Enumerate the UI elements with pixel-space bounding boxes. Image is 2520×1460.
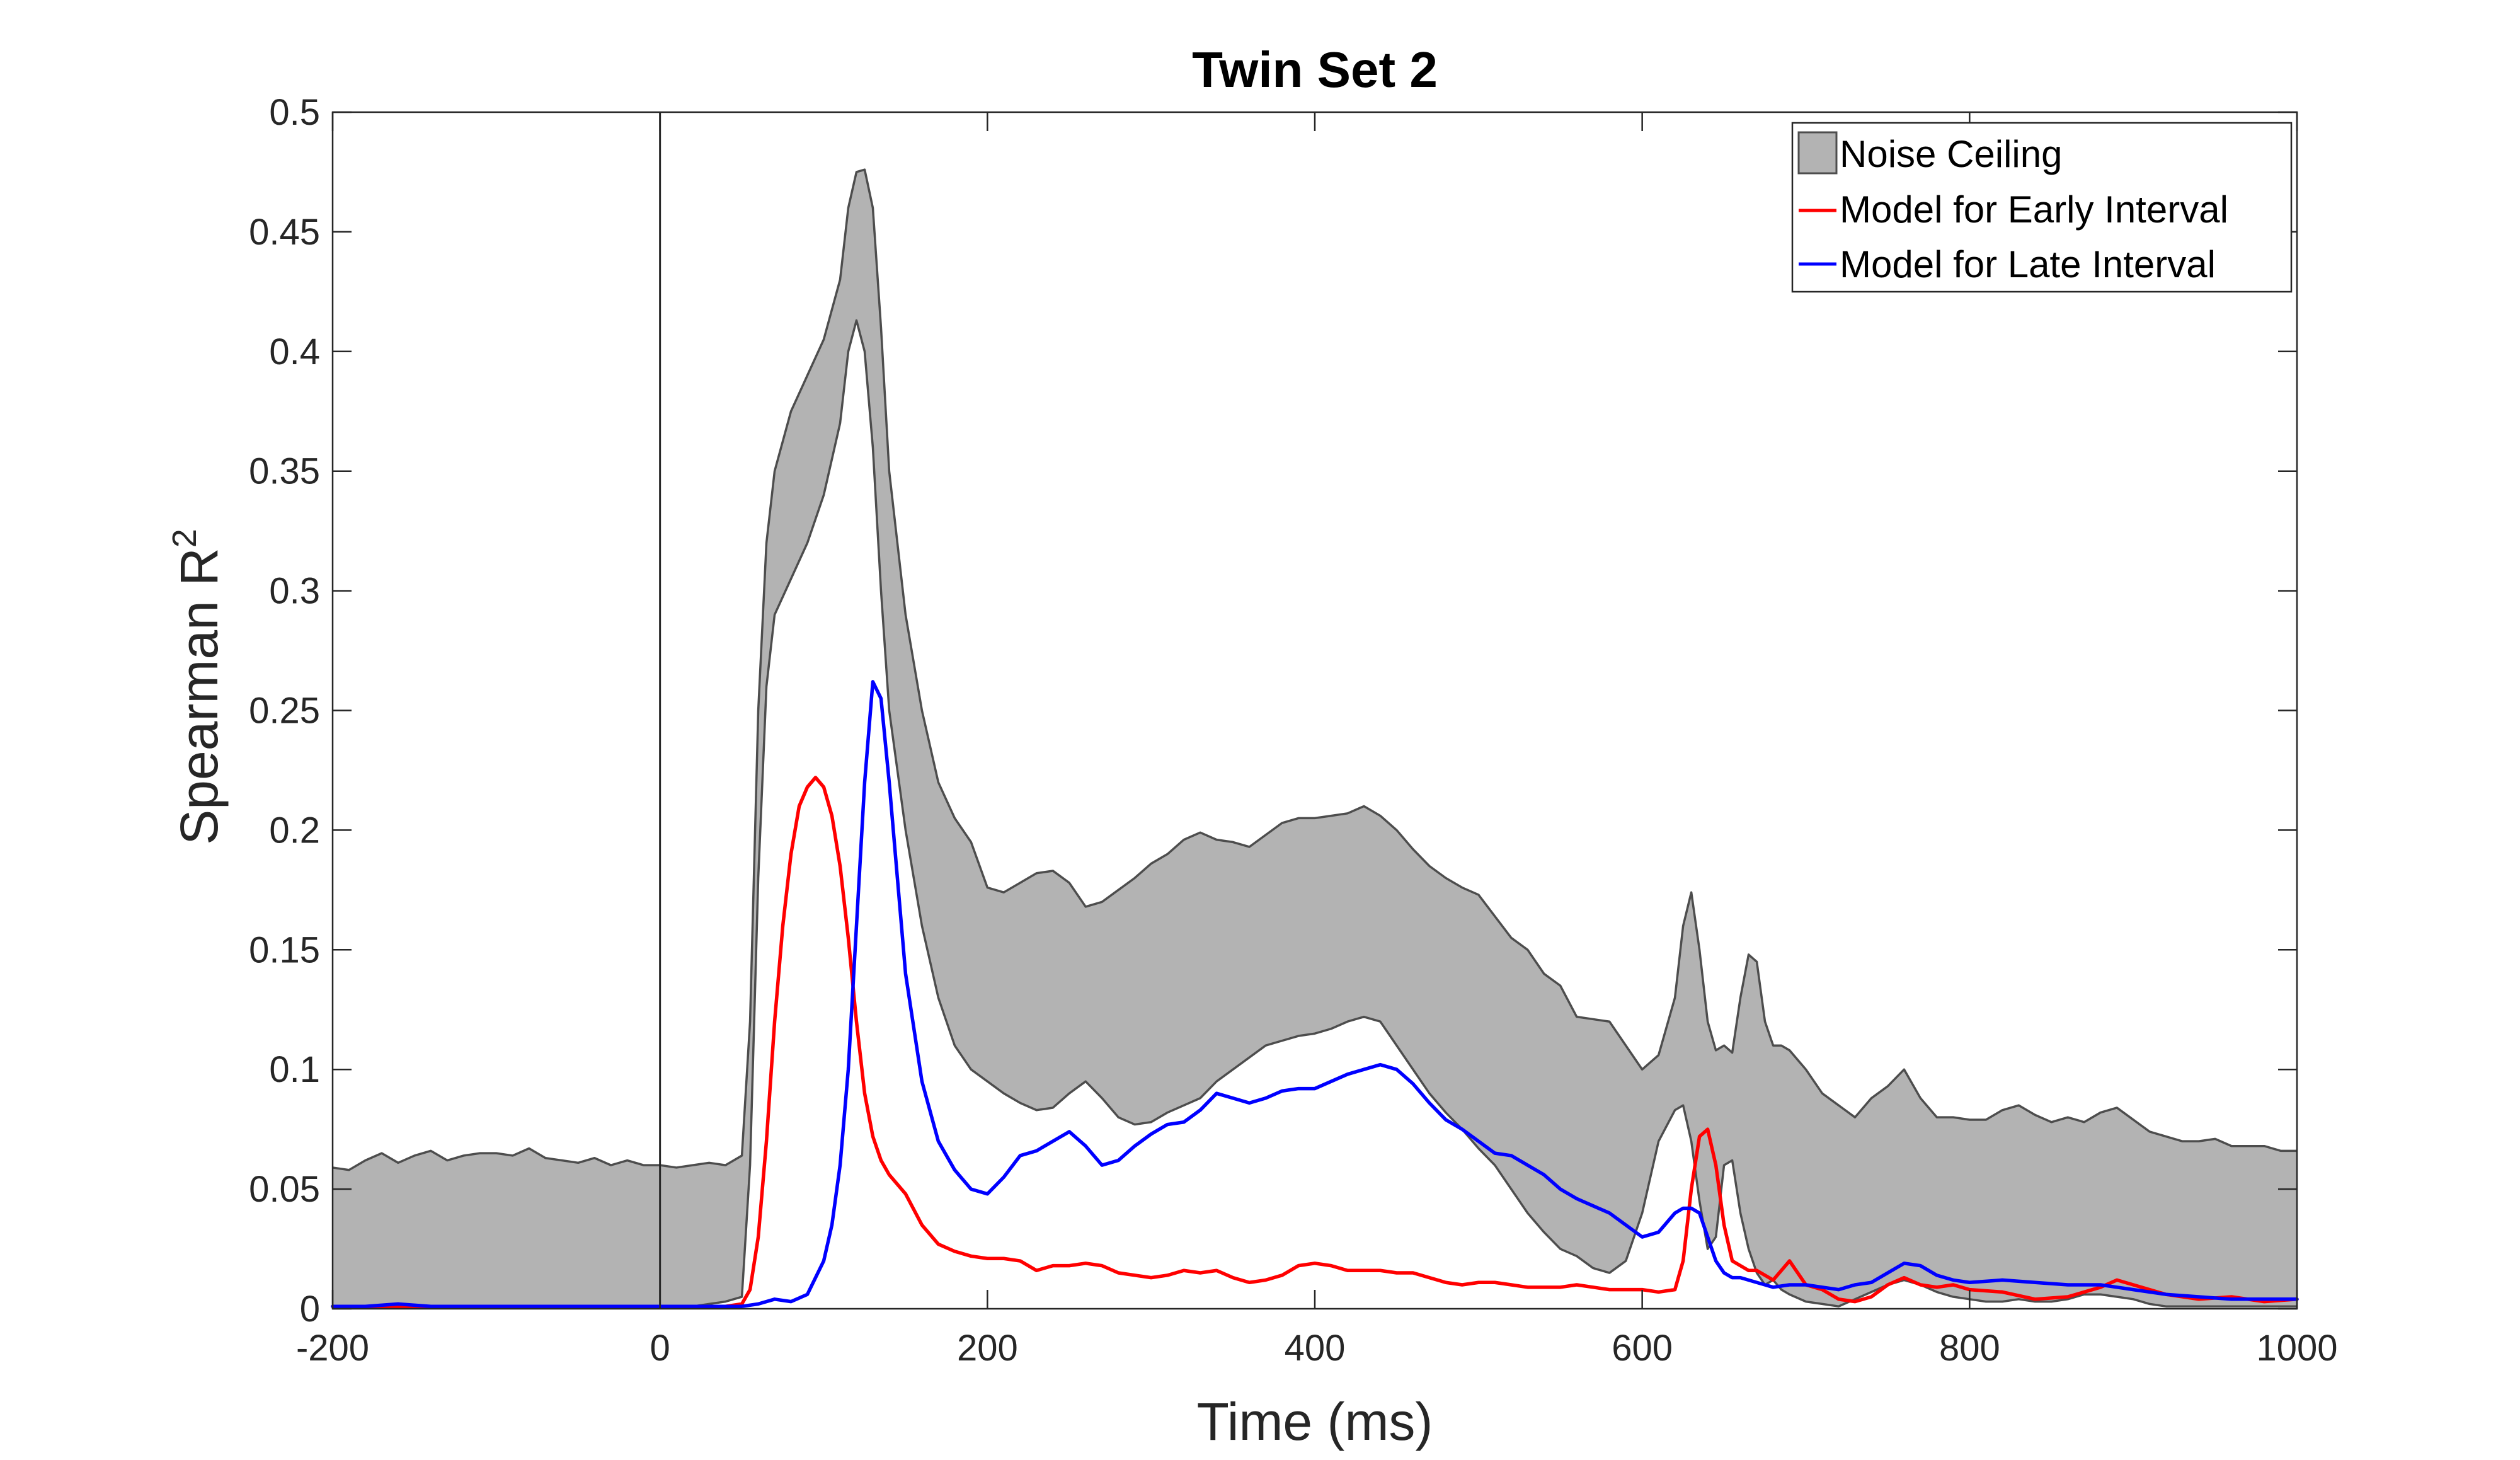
y-axis-label: Spearman R [169,548,229,845]
y-tick-label: 0.2 [269,810,320,851]
y-tick-label: 0.15 [249,929,320,970]
y-axis-label-group: Spearman R2 [166,529,229,845]
chart-title: Twin Set 2 [1192,42,1438,98]
series-layer [331,680,2299,1308]
x-tick-label: 600 [1612,1328,1673,1369]
noise-ceiling-band [333,170,2297,1307]
x-tick-label: -200 [296,1328,369,1369]
legend-label-late: Model for Late Interval [1840,243,2216,285]
legend: Noise Ceiling Model for Early Interval M… [1791,122,2293,293]
legend-label-noise-ceiling: Noise Ceiling [1840,133,2063,175]
y-axis-label-superscript: 2 [166,529,203,548]
x-axis-label: Time (ms) [1197,1392,1433,1451]
x-tick-label: 1000 [2256,1328,2337,1369]
y-tick-label: 0.3 [269,571,320,612]
y-tick-label: 0.5 [269,92,320,133]
x-tick-label: 400 [1285,1328,1346,1369]
y-tick-label: 0.25 [249,691,320,732]
y-tick-label: 0.1 [269,1049,320,1090]
plot-area: -200 0 200 400 600 800 1000 00.050.10.150.20.2… [249,92,2337,1369]
legend-box [1791,122,2293,293]
x-tick-label: 0 [650,1328,670,1369]
y-tick-label: 0 [300,1289,320,1330]
x-tick-label: 800 [1939,1328,2000,1369]
y-tick-label: 0.05 [249,1169,320,1210]
legend-swatch-noise-ceiling [1797,131,1838,175]
series-line-late-interval [331,680,2299,1308]
series-line-early-interval [331,776,2299,1308]
x-tick-label: 200 [957,1328,1018,1369]
y-tick-label: 0.45 [249,212,320,253]
x-axis: -200 0 200 400 600 800 1000 [296,112,2338,1369]
y-tick-label: 0.4 [269,331,320,372]
noise-ceiling-upper-edge [332,168,2297,1171]
y-axis: 0 0.05 0.1 0.15 0.2 0.25 0.3 0.35 0.4 0.45 0.5 [249,92,2297,1330]
legend-label-early: Model for Early Interval [1840,188,2228,231]
y-tick-label: 0.35 [249,451,320,492]
